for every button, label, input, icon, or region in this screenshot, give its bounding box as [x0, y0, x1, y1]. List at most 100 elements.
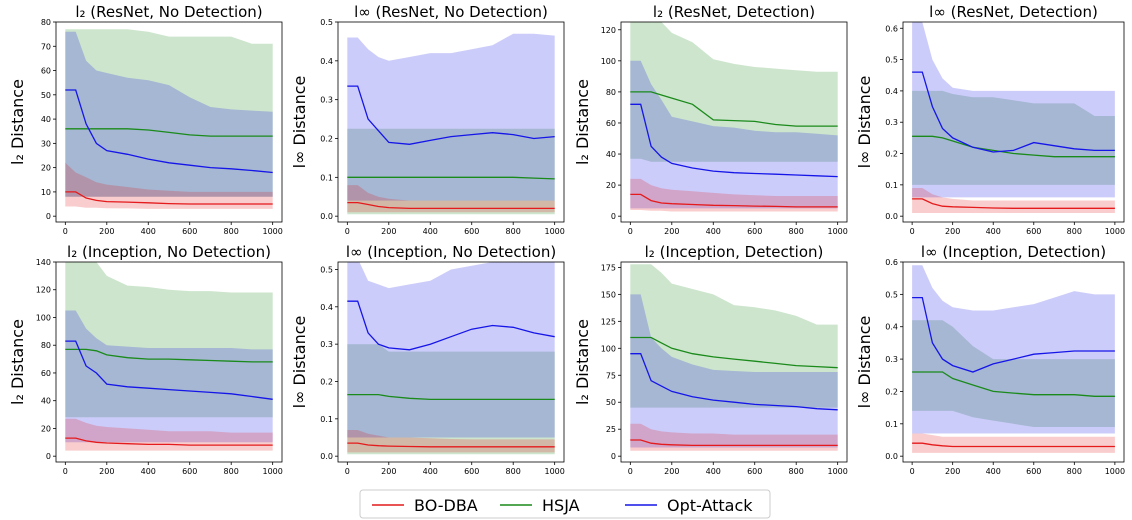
- confidence-band-bo-dba: [65, 418, 273, 451]
- y-tick-label: 0.6: [885, 258, 898, 267]
- y-tick-label: 0.6: [885, 24, 898, 33]
- x-tick-label: 0: [63, 467, 68, 476]
- x-tick-label: 200: [99, 227, 114, 236]
- y-tick-label: 40: [41, 115, 51, 124]
- y-tick-label: 80: [606, 88, 616, 97]
- plot-frame: [902, 261, 1125, 463]
- y-tick-label: 0: [46, 452, 51, 461]
- x-tick-label: 0: [345, 467, 350, 476]
- confidence-band-hsja: [630, 22, 838, 162]
- y-tick-label: 0.3: [885, 118, 898, 127]
- y-tick-label: 140: [36, 258, 51, 267]
- plot-content: [65, 29, 273, 209]
- x-tick-label: 600: [182, 467, 197, 476]
- series-line-hsja: [347, 393, 555, 401]
- x-tick-label: 400: [141, 467, 156, 476]
- y-tick-label: 60: [606, 119, 616, 128]
- plot-frame: [620, 21, 848, 223]
- x-tick-label: 1000: [262, 467, 282, 476]
- x-tick-label: 400: [141, 227, 156, 236]
- confidence-band-bo-dba: [65, 162, 273, 209]
- x-tick-label: 800: [224, 467, 239, 476]
- y-tick-label: 0: [611, 452, 616, 461]
- confidence-band-opt-attack: [65, 31, 273, 197]
- x-tick-label: 600: [1026, 227, 1041, 236]
- chart-title: l₂ (Inception, Detection): [645, 243, 824, 261]
- plot-frame: [620, 261, 848, 463]
- plot-frame: [55, 21, 283, 223]
- x-tick-label: 0: [910, 227, 915, 236]
- confidence-band-hsja: [65, 29, 273, 197]
- series-line-opt-attack: [912, 71, 1115, 153]
- chart-panel: 0 200 400 600 800 1000 0 10 20 30 40 50 60 70 80 l₂ (Re…: [8, 3, 283, 236]
- x-tick-label: 1000: [827, 467, 847, 476]
- series-line-bo-dba: [630, 439, 838, 447]
- y-axis-label: l∞ Distance: [855, 76, 874, 169]
- plot-area: [903, 262, 1124, 462]
- x-tick-label: 1000: [827, 227, 847, 236]
- y-tick-label: 0.0: [885, 452, 898, 461]
- y-tick-label: 50: [606, 398, 616, 407]
- y-tick-label: 0: [611, 212, 616, 221]
- confidence-band-hsja: [912, 90, 1115, 185]
- y-tick-label: 0.4: [885, 323, 898, 332]
- y-tick-label: 120: [601, 26, 616, 35]
- series-line-opt-attack: [65, 340, 273, 400]
- plot-frame: [337, 261, 565, 463]
- x-tick-label: 1000: [544, 467, 564, 476]
- y-tick-label: 0.5: [885, 56, 898, 65]
- x-tick-label: 200: [664, 227, 679, 236]
- series-line-opt-attack: [347, 85, 555, 145]
- legend-label: Opt-Attack: [667, 496, 753, 515]
- confidence-band-hsja: [912, 320, 1115, 427]
- confidence-band-opt-attack: [65, 310, 273, 443]
- legend-label: BO-DBA: [414, 496, 478, 515]
- y-tick-label: 0.3: [320, 340, 333, 349]
- plot-content: [347, 262, 555, 455]
- confidence-band-bo-dba: [630, 178, 838, 212]
- x-tick-label: 400: [986, 227, 1001, 236]
- y-tick-label: 75: [606, 371, 616, 380]
- series-line-opt-attack: [65, 89, 273, 174]
- y-axis-label: l₂ Distance: [573, 319, 592, 405]
- confidence-band-opt-attack: [912, 22, 1115, 198]
- plot-area: [621, 262, 847, 462]
- y-tick-label: 0.5: [320, 265, 333, 274]
- legend-label: HSJA: [542, 496, 580, 515]
- y-tick-label: 0.2: [885, 150, 898, 159]
- series-line-bo-dba: [912, 198, 1115, 209]
- y-axis-label: l₂ Distance: [573, 79, 592, 165]
- plot-area: [56, 22, 282, 222]
- plot-frame: [55, 261, 283, 463]
- x-tick-label: 200: [381, 467, 396, 476]
- y-tick-label: 40: [41, 397, 51, 406]
- x-tick-label: 600: [464, 467, 479, 476]
- y-axis-label: l₂ Distance: [8, 79, 27, 165]
- y-axis-label: l∞ Distance: [290, 316, 309, 409]
- chart-title: l∞ (Inception, Detection): [921, 243, 1106, 261]
- y-tick-label: 25: [606, 425, 616, 434]
- series-line-bo-dba: [347, 201, 555, 210]
- y-tick-label: 0.2: [320, 135, 333, 144]
- confidence-band-bo-dba: [912, 433, 1115, 453]
- confidence-band-hsja: [65, 262, 273, 418]
- x-tick-label: 400: [706, 227, 721, 236]
- y-tick-label: 100: [36, 313, 51, 322]
- x-tick-label: 0: [63, 227, 68, 236]
- confidence-band-bo-dba: [347, 185, 555, 213]
- y-tick-label: 0.3: [320, 96, 333, 105]
- plot-content: [65, 262, 273, 451]
- x-tick-label: 800: [506, 467, 521, 476]
- confidence-band-opt-attack: [630, 294, 838, 448]
- x-tick-label: 800: [506, 227, 521, 236]
- chart-panel: 0 200 400 600 800 1000 0.0 0.1 0.2 0.3 0.4 0.5 0.6 l∞…: [855, 243, 1125, 476]
- y-tick-label: 60: [41, 369, 51, 378]
- chart-title: l∞ (Inception, No Detection): [346, 243, 556, 261]
- y-axis-label: l₂ Distance: [8, 319, 27, 405]
- y-tick-label: 0: [46, 212, 51, 221]
- y-tick-label: 0.5: [320, 18, 333, 27]
- y-tick-label: 20: [606, 181, 616, 190]
- y-tick-label: 120: [36, 286, 51, 295]
- y-tick-label: 20: [41, 164, 51, 173]
- x-tick-label: 1000: [262, 227, 282, 236]
